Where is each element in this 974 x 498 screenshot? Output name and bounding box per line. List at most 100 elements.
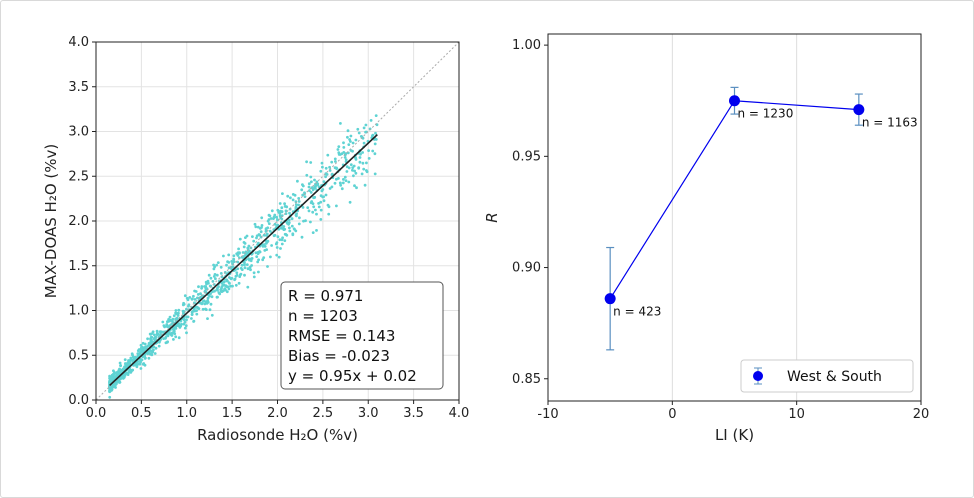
- correlation-x-axis-label: LI (K): [715, 426, 754, 444]
- scatter-point: [324, 175, 327, 179]
- scatter-point: [287, 221, 291, 225]
- scatter-point: [363, 183, 367, 187]
- scatter-point: [313, 195, 317, 199]
- scatter-point: [275, 246, 279, 249]
- scatter-point: [266, 239, 270, 243]
- scatter-point: [177, 322, 181, 325]
- scatter-point: [196, 296, 199, 300]
- scatter-point: [276, 235, 280, 239]
- scatter-point: [265, 241, 268, 245]
- scatter-point: [124, 363, 127, 366]
- scatter-point: [210, 313, 214, 317]
- scatter-point: [172, 330, 176, 333]
- scatter-point: [229, 284, 232, 288]
- scatter-point: [364, 123, 368, 127]
- scatter-point: [227, 287, 231, 291]
- scatter-point: [310, 180, 313, 184]
- scatter-point: [215, 263, 219, 267]
- scatter-y-tick-label: 0.5: [68, 348, 89, 363]
- scatter-x-tick-label: 2.5: [313, 406, 334, 421]
- scatter-point: [243, 242, 247, 245]
- scatter-point: [204, 285, 208, 288]
- scatter-point: [294, 203, 298, 207]
- scatter-point: [313, 178, 316, 182]
- scatter-x-tick-label: 0.5: [131, 406, 152, 421]
- scatter-point: [291, 233, 295, 237]
- scatter-point: [307, 209, 311, 213]
- scatter-point: [193, 309, 197, 313]
- scatter-point: [177, 308, 181, 312]
- scatter-point: [296, 179, 299, 183]
- scatter-point: [288, 211, 291, 215]
- scatter-point: [175, 316, 179, 320]
- scatter-point: [349, 134, 353, 138]
- scatter-point: [289, 196, 292, 200]
- scatter-point: [280, 206, 284, 210]
- scatter-point: [209, 276, 213, 280]
- scatter-point: [109, 387, 112, 390]
- scatter-point: [347, 143, 351, 147]
- scatter-point: [305, 173, 309, 177]
- scatter-point: [119, 364, 122, 367]
- scatter-point: [270, 209, 274, 213]
- scatter-point: [190, 312, 194, 316]
- scatter-point: [280, 210, 284, 213]
- scatter-point: [334, 160, 337, 163]
- scatter-point: [360, 172, 364, 176]
- scatter-point: [319, 218, 323, 221]
- scatter-point: [210, 295, 214, 299]
- scatter-point: [206, 296, 210, 300]
- scatter-point: [127, 371, 131, 374]
- scatter-point: [149, 338, 153, 342]
- scatter-point: [241, 251, 245, 254]
- scatter-point: [262, 233, 266, 237]
- scatter-point: [200, 302, 204, 306]
- sample-size-label: n = 1230: [738, 107, 794, 121]
- scatter-point: [307, 182, 311, 186]
- scatter-point: [172, 338, 175, 341]
- scatter-point: [294, 213, 298, 217]
- scatter-point: [268, 214, 272, 218]
- scatter-point: [184, 324, 188, 327]
- scatter-point: [192, 319, 196, 323]
- scatter-point: [257, 258, 260, 262]
- scatter-point: [348, 200, 352, 204]
- scatter-point: [275, 215, 279, 219]
- scatter-point: [259, 230, 263, 234]
- scatter-point: [282, 228, 286, 232]
- correlation-ticks: -10 0 10 20 0.85 0.90 0.95 1.00: [512, 38, 929, 422]
- scatter-point: [230, 260, 234, 263]
- scatter-point: [170, 331, 173, 335]
- scatter-point: [242, 245, 246, 249]
- scatter-point: [354, 156, 358, 160]
- scatter-point: [257, 241, 260, 245]
- scatter-point: [300, 188, 304, 192]
- scatter-point: [258, 233, 262, 237]
- scatter-point: [204, 300, 208, 304]
- stats-box-frame: [280, 281, 444, 390]
- correlation-x-tick-label: 0: [668, 407, 676, 422]
- correlation-panel: n = 423 n = 1230 n = 1163 -10 0 10 20 0.85 0.90…: [483, 33, 929, 444]
- scatter-point: [153, 352, 157, 355]
- scatter-point: [303, 195, 307, 199]
- scatter-point: [371, 149, 375, 153]
- scatter-point: [147, 341, 151, 345]
- one-to-one-line: [95, 41, 460, 401]
- scatter-point: [345, 170, 349, 173]
- scatter-point: [243, 273, 246, 277]
- scatter-point: [201, 300, 205, 303]
- scatter-point: [219, 272, 223, 275]
- scatter-point: [276, 218, 279, 222]
- scatter-point: [172, 314, 176, 318]
- scatter-point: [357, 131, 361, 135]
- scatter-point: [262, 256, 266, 259]
- scatter-point: [165, 325, 169, 328]
- scatter-point: [135, 363, 139, 367]
- scatter-point: [360, 135, 364, 139]
- scatter-point: [328, 165, 331, 169]
- scatter-point: [351, 141, 355, 145]
- scatter-point: [197, 285, 200, 289]
- scatter-point: [260, 224, 264, 227]
- scatter-point: [278, 212, 282, 215]
- correlation-y-tick-label: 0.90: [512, 261, 541, 276]
